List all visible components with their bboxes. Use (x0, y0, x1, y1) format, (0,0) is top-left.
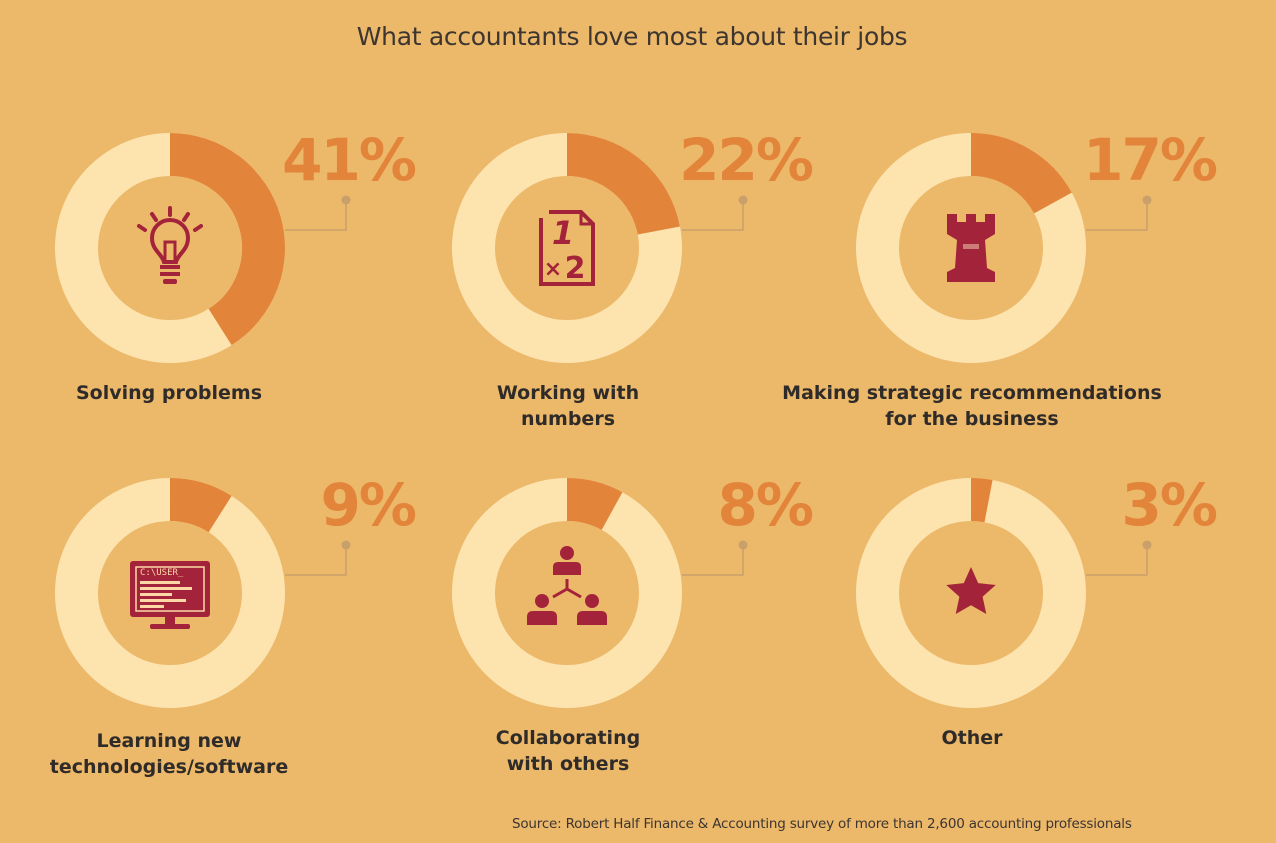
donut-slice (566, 478, 623, 531)
donut-slice (970, 478, 993, 523)
donut-slice (566, 133, 680, 236)
percentage-value: 41% (282, 126, 416, 194)
leader-line (1086, 200, 1148, 231)
label-collaborating-with-others: Collaborating with others (358, 725, 778, 777)
label-line: Collaborating (495, 727, 641, 749)
label-line: Other (941, 727, 1003, 749)
chart-title: What accountants love most about their j… (356, 22, 908, 51)
source-note: Source: Robert Half Finance & Accounting… (512, 816, 1132, 832)
label-learning-new-technologies: Learning new technologies/software (0, 728, 379, 780)
label-solving-problems: Solving problems (0, 380, 379, 406)
monitor-prompt-text: C:\USER_ (140, 568, 184, 578)
donut-slice (169, 478, 232, 533)
label-line: Solving problems (75, 382, 263, 404)
donut-center (495, 521, 639, 665)
leader-dot (738, 195, 748, 205)
label-line: numbers (520, 408, 616, 430)
donut-group: 17% (856, 126, 1219, 363)
label-strategic-recommendations: Making strategic recommendations for the… (762, 380, 1182, 432)
donut-group: 8% (452, 471, 815, 708)
donut-group: 41% (55, 126, 418, 363)
label-line: Working with (496, 382, 640, 404)
leader-line (1086, 545, 1148, 576)
label-line: Learning new (96, 730, 242, 752)
label-line: with others (506, 753, 630, 775)
percentage-value: 8% (718, 471, 813, 539)
leader-dot (1142, 195, 1152, 205)
donut-group: 3% (856, 471, 1219, 708)
leader-line (682, 545, 744, 576)
label-line: Making strategic recommendations (782, 382, 1162, 404)
donut-slice (169, 133, 285, 346)
leader-dot (341, 195, 351, 205)
donut-group: 9% (55, 471, 418, 708)
leader-dot (341, 540, 351, 550)
percentage-value: 22% (679, 126, 813, 194)
label-other: Other (762, 725, 1182, 751)
leader-line (682, 200, 744, 231)
donut-slice (970, 133, 1072, 215)
donut-center (98, 176, 242, 320)
label-working-with-numbers: Working with numbers (358, 380, 778, 432)
leader-dot (738, 540, 748, 550)
leader-line (285, 200, 347, 231)
label-line: technologies/software (49, 756, 289, 778)
leader-line (285, 545, 347, 576)
label-line: for the business (885, 408, 1059, 430)
percentage-value: 9% (321, 471, 416, 539)
leader-dot (1142, 540, 1152, 550)
donut-group: 22% (452, 126, 815, 363)
percentage-value: 17% (1083, 126, 1217, 194)
percentage-value: 3% (1122, 471, 1217, 539)
